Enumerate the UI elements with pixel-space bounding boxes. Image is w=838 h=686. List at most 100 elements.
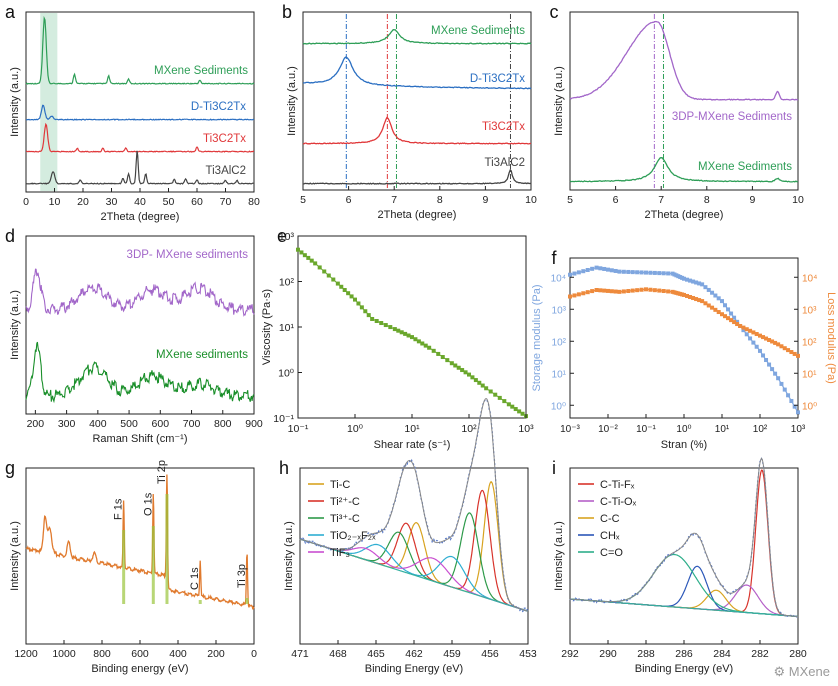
xrd-series-line [302,56,532,90]
x-tick-label: 50 [163,196,175,208]
x-tick-label: 459 [443,648,461,660]
y-axis-label: Intensity (a.u.) [9,290,21,360]
modulus-point [770,367,775,372]
modulus-point [621,269,626,274]
xrd-series-line [25,15,255,85]
x-tick-label: 10¹ [715,424,730,435]
x-tick-label: 700 [183,418,201,430]
modulus-point [602,288,607,293]
modulus-point [685,277,690,282]
panel-label: e [277,226,287,246]
viscosity-point [392,327,397,332]
peak-label: Ti 2p [156,460,168,484]
modulus-point [773,340,778,345]
modulus-point [732,315,737,320]
x-tick-label: 400 [169,648,187,660]
viscosity-point [406,333,411,338]
peak-label: F 1s [113,498,125,520]
panel-label: h [279,458,289,478]
modulus-point [606,288,610,293]
x-tick-label: 10³ [791,424,806,435]
viscosity-point [502,399,507,404]
x-tick-label: 10³ [518,423,534,435]
modulus-point [748,336,753,341]
viscosity-point [313,261,318,266]
modulus-point [748,328,753,333]
modulus-point [666,289,671,294]
modulus-point [590,289,595,294]
fit-component-line [569,565,799,618]
x-tick-label: 600 [131,648,149,660]
background-line [299,538,529,612]
viscosity-point [470,375,475,380]
viscosity-point [497,395,502,400]
modulus-point [652,270,657,275]
viscosity-point [331,277,336,282]
modulus-point [621,289,626,294]
modulus-point [726,316,731,321]
modulus-point [576,292,581,297]
x-axis-label: Binding Energy (eV) [365,663,463,675]
y-tick-label: 10² [279,277,295,289]
y-tick-label: 10² [552,337,567,348]
x-tick-label: 30 [106,196,118,208]
modulus-point [786,348,791,353]
x-tick-label: 800 [214,418,232,430]
viscosity-point [513,407,518,412]
y-tick-label-right: 10⁰ [802,401,817,412]
modulus-point [639,270,644,275]
modulus-point [594,265,599,270]
plot-frame [25,467,255,645]
modulus-point [751,340,756,345]
modulus-point [776,376,781,381]
viscosity-point [493,392,498,397]
x-tick-label: 10 [792,194,804,206]
modulus-point [602,266,607,271]
modulus-point [703,301,708,306]
viscosity-point [299,250,304,255]
x-tick-label: 10⁻² [598,424,618,435]
y-tick-label: 10⁰ [278,368,295,380]
viscosity-point [339,284,344,289]
modulus-point [703,285,708,290]
y-tick-label: 10⁰ [551,401,566,412]
modulus-point [648,287,653,292]
modulus-point [635,288,640,293]
y-axis-label: Intensity (a.u.) [553,66,565,136]
modulus-point [773,371,778,376]
modulus-point [729,318,734,323]
x-tick-label: 900 [245,418,263,430]
x-tick-label: 468 [329,648,347,660]
x-tick-label: 10⁻¹ [636,424,656,435]
x-tick-label: 290 [599,648,617,660]
modulus-point [609,289,614,294]
modulus-point [572,271,577,276]
legend-label: TiF₃ [330,547,350,559]
viscosity-point [467,372,471,377]
modulus-point [585,290,590,295]
x-tick-label: 800 [93,648,111,660]
modulus-point [626,289,631,294]
viscosity-point [427,345,432,350]
xrd-series-line [26,122,255,153]
x-tick-label: 10⁻¹ [288,423,309,435]
modulus-point [691,296,696,301]
modulus-point [735,319,740,324]
modulus-point [697,281,702,286]
modulus-point [744,332,749,337]
x-tick-label: 284 [713,648,731,660]
viscosity-point [342,287,347,292]
modulus-point [639,287,644,292]
legend-label: C-Ti-Fₓ [600,479,635,491]
peak-label: O 1s [142,492,154,516]
viscosity-point [410,335,414,340]
xps-survey-line [25,474,255,611]
viscosity-point [309,258,314,263]
x-tick-label: 8 [437,194,443,206]
x-tick-label: 10 [49,196,61,208]
modulus-point [666,271,671,276]
peak-label: C 1s [189,567,201,590]
series-label: Ti3AlC2 [485,157,525,169]
modulus-point [716,310,721,315]
modulus-point [782,346,787,351]
